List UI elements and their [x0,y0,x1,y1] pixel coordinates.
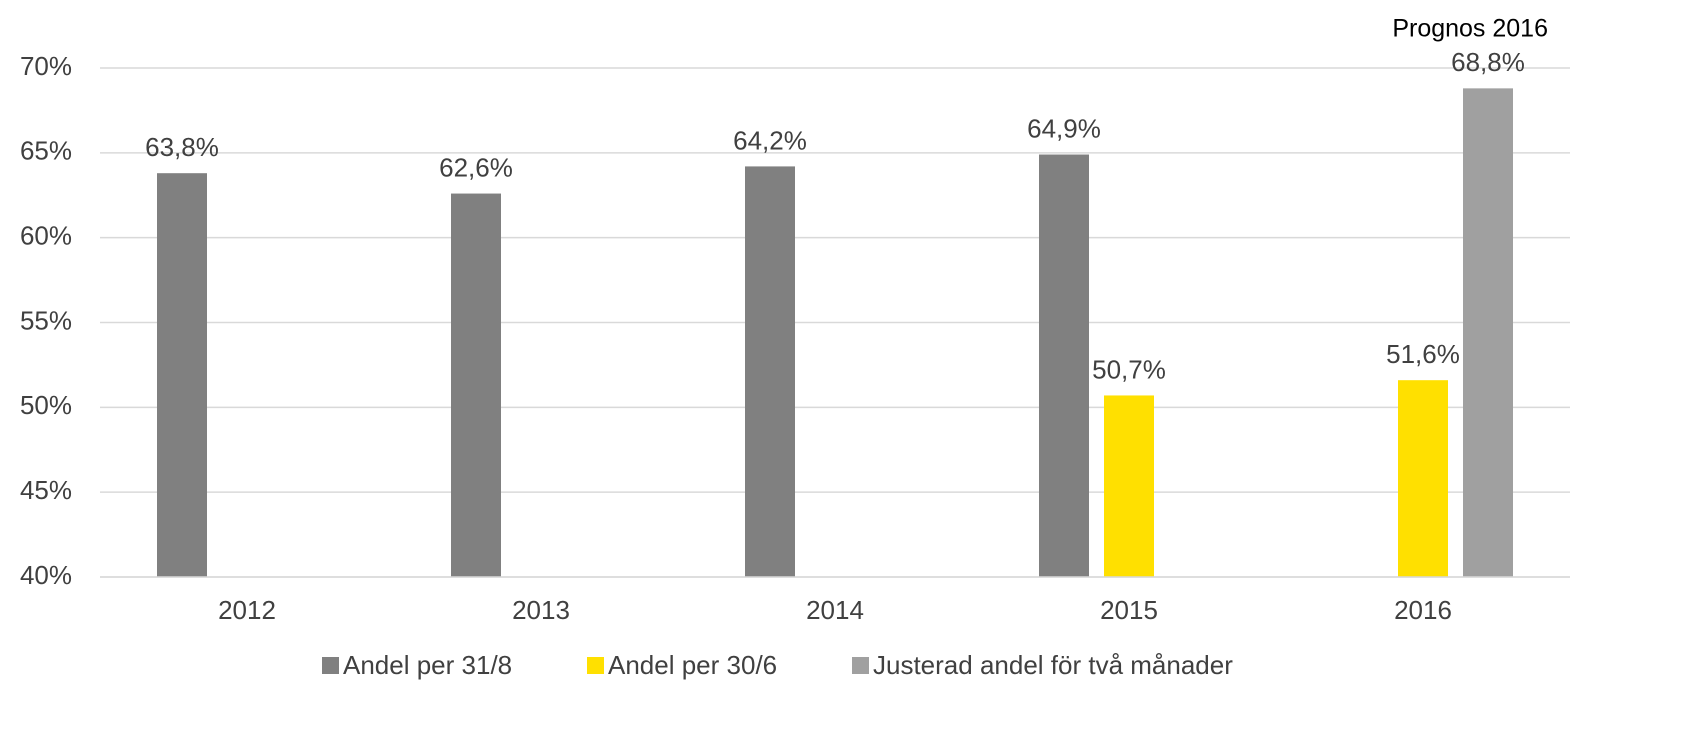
y-tick-label: 50% [20,390,72,420]
y-tick-label: 40% [20,560,72,590]
value-label: 63,8% [145,132,219,162]
bar [157,173,207,577]
value-label: 64,2% [733,125,807,155]
y-tick-label: 55% [20,305,72,335]
value-label: 68,8% [1451,47,1525,77]
x-tick-label: 2012 [218,595,276,625]
bar [1398,380,1448,577]
annotation: Prognos 2016 [1392,15,1548,43]
bar [1104,395,1154,577]
value-label: 50,7% [1092,354,1166,384]
x-tick-label: 2015 [1100,595,1158,625]
bar [1039,154,1089,577]
legend-label: Andel per 30/6 [608,650,777,680]
bar [745,166,795,577]
legend-swatch [322,657,339,674]
y-tick-label: 70% [20,51,72,81]
bar [451,193,501,577]
y-tick-label: 65% [20,136,72,166]
legend-label: Andel per 31/8 [343,650,512,680]
value-label: 64,9% [1027,113,1101,143]
x-tick-label: 2014 [806,595,864,625]
value-label: 51,6% [1386,339,1460,369]
legend-swatch [587,657,604,674]
x-tick-label: 2013 [512,595,570,625]
y-tick-label: 60% [20,221,72,251]
value-label: 62,6% [439,152,513,182]
y-tick-label: 45% [20,475,72,505]
legend-swatch [852,657,869,674]
bar [1463,88,1513,578]
x-tick-label: 2016 [1394,595,1452,625]
legend-label: Justerad andel för två månader [873,650,1233,680]
